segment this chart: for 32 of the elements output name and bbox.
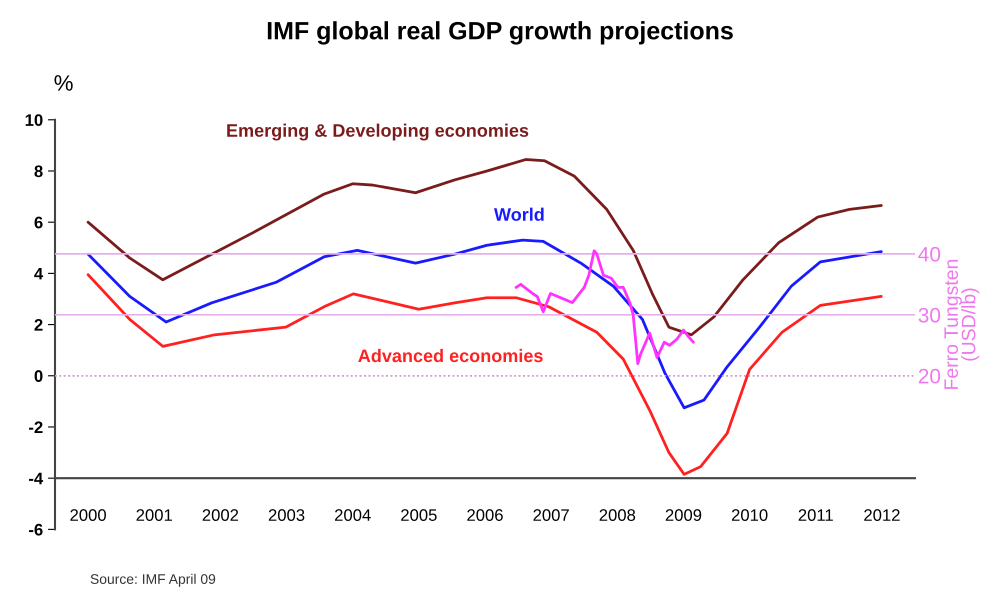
x-tick-label: 2011 <box>798 509 833 521</box>
x-tick-label: 2004 <box>334 509 371 521</box>
x-tick-label: 2005 <box>401 509 437 521</box>
x-tick-label: 2008 <box>600 509 636 521</box>
x-tick-label: 2012 <box>864 509 900 521</box>
x-tick-label: 2007 <box>533 509 569 521</box>
y-tick-label: -4 <box>29 472 44 484</box>
x-tick-label: 2006 <box>467 509 503 521</box>
y-tick-label: 4 <box>34 268 44 280</box>
y2-tick-label: 30 <box>918 308 940 323</box>
y-axis-title: % <box>54 75 73 91</box>
y-tick-label: -2 <box>29 421 43 434</box>
chart-title: IMF global real GDP growth projections <box>268 21 733 45</box>
x-tick-label: 2010 <box>732 509 768 521</box>
series-label: Emerging & Developing economies <box>227 124 528 141</box>
y-tick-label: 2 <box>34 318 43 331</box>
x-tick-label: 2000 <box>70 509 106 521</box>
y-tick-label: 6 <box>34 216 43 228</box>
y-tick-label: 8 <box>34 165 43 178</box>
source-note: Source: IMF April 09 <box>90 574 216 587</box>
x-tick-label: 2009 <box>666 509 702 521</box>
x-tick-label: 2003 <box>268 509 304 521</box>
y2-tick-label: 40 <box>918 246 940 262</box>
x-tick-label: 2001 <box>136 509 172 521</box>
x-tick-label: 2002 <box>202 509 238 521</box>
y-tick-label: 0 <box>34 370 43 382</box>
text: Advanced economies <box>358 348 543 362</box>
y2-axis-title: Ferro Tungsten (USD/lb) <box>944 260 980 389</box>
y2-tick-label: 20 <box>918 368 940 384</box>
y-tick-label: 10 <box>26 114 43 126</box>
series-label: World <box>494 208 544 221</box>
y-tick-label: -6 <box>29 524 43 536</box>
